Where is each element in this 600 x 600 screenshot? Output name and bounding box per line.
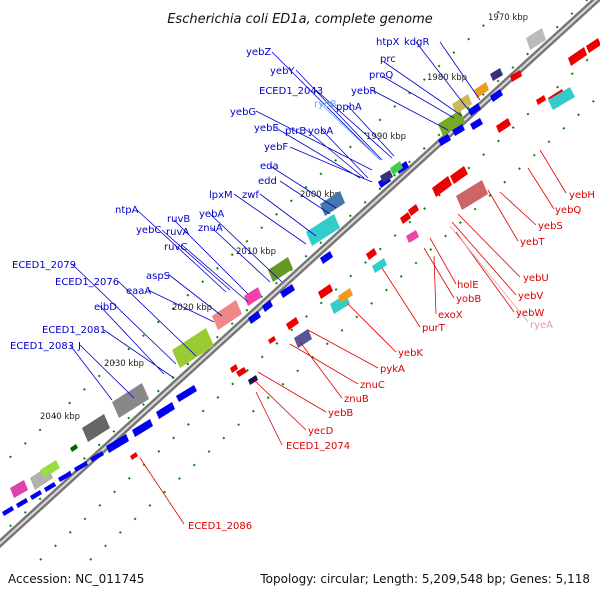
- gene-label[interactable]: ECED1_2043: [259, 86, 323, 97]
- gene-label[interactable]: ECED1_2083: [10, 341, 74, 352]
- cds-blocks: [10, 28, 575, 498]
- gene-label[interactable]: yebG: [230, 107, 256, 118]
- gene-label[interactable]: J: [77, 341, 81, 352]
- gene-label[interactable]: eda: [260, 161, 279, 172]
- gene-label[interactable]: yobB: [456, 294, 481, 305]
- gene-label[interactable]: eaaA: [126, 286, 151, 297]
- gene-label[interactable]: ruvC: [164, 242, 187, 253]
- gene-label[interactable]: yobA: [308, 126, 333, 137]
- gene-label[interactable]: ECED1_2086: [188, 521, 252, 532]
- gene-label[interactable]: lpxM: [209, 190, 233, 201]
- reverse-gene-labels: yebH yebQ yebS yebT yebU yebV yebW ryeA …: [188, 190, 595, 532]
- gene-label[interactable]: yebZ: [246, 47, 271, 58]
- kbp-label: 2020 kbp: [172, 303, 212, 313]
- gene-label[interactable]: znuC: [360, 380, 385, 391]
- genome-backbone: [0, 0, 600, 549]
- gene-label[interactable]: yebE: [254, 123, 279, 134]
- gene-label[interactable]: znuB: [344, 394, 369, 405]
- gene-label[interactable]: yebA: [199, 209, 224, 220]
- gene-label[interactable]: ECED1_2076: [55, 277, 119, 288]
- gene-label[interactable]: yebK: [398, 348, 423, 359]
- genome-summary-text: Topology: circular; Length: 5,209,548 bp…: [260, 572, 590, 586]
- gene-label[interactable]: aspS: [146, 271, 170, 282]
- tick-tracks: [0, 0, 600, 561]
- gene-label[interactable]: edd: [258, 176, 277, 187]
- gene-label[interactable]: holE: [457, 280, 479, 291]
- gene-label[interactable]: yebF: [264, 142, 288, 153]
- gene-label[interactable]: proQ: [369, 70, 393, 81]
- label-leaders: [69, 41, 567, 525]
- forward-strand-genes: [2, 89, 503, 516]
- gene-label[interactable]: prc: [380, 54, 396, 65]
- gene-label[interactable]: yebU: [523, 273, 549, 284]
- gene-label[interactable]: yebS: [538, 221, 563, 232]
- gene-label[interactable]: zwf: [242, 190, 259, 201]
- gene-label[interactable]: ryeA: [530, 320, 553, 331]
- gene-label[interactable]: yebY: [270, 66, 295, 77]
- gene-label[interactable]: purT: [422, 323, 446, 334]
- kbp-label: 2030 kbp: [104, 359, 144, 369]
- gene-label[interactable]: ECED1_2074: [286, 441, 350, 452]
- kbp-label: 2040 kbp: [40, 412, 80, 422]
- gene-label[interactable]: ECED1_2079: [12, 260, 76, 271]
- gene-label[interactable]: pphA: [336, 102, 362, 113]
- gene-label[interactable]: yebH: [569, 190, 595, 201]
- gene-label[interactable]: eibD: [94, 302, 117, 313]
- gene-label[interactable]: exoX: [438, 310, 463, 321]
- gene-label[interactable]: rye8: [314, 99, 337, 110]
- kbp-label: 2000 kbp: [300, 190, 340, 200]
- gene-label[interactable]: kdgR: [404, 37, 429, 48]
- forward-gene-labels: htpX kdgR yebZ yebY prc proQ ECED1_2043 …: [10, 37, 429, 352]
- map-title: Escherichia coli ED1a, complete genome: [167, 12, 433, 27]
- gene-label[interactable]: ruvA: [166, 227, 189, 238]
- gene-label[interactable]: yebW: [516, 308, 544, 319]
- gene-label[interactable]: ECED1_2081: [42, 325, 106, 336]
- gene-label[interactable]: yebB: [328, 408, 353, 419]
- reverse-strand-genes: [130, 38, 600, 460]
- gene-label[interactable]: yebQ: [555, 205, 581, 216]
- gene-label[interactable]: znuA: [198, 223, 223, 234]
- gene-label[interactable]: ntpA: [115, 205, 139, 216]
- gene-label[interactable]: ruvB: [167, 214, 190, 225]
- gene-label[interactable]: yebV: [518, 291, 543, 302]
- kbp-label: 1980 kbp: [427, 73, 467, 83]
- kbp-label: 2010 kbp: [236, 247, 276, 257]
- gene-label[interactable]: yebR: [351, 86, 376, 97]
- gene-label[interactable]: ptrB: [285, 126, 306, 137]
- gene-label[interactable]: yebT: [520, 237, 545, 248]
- gene-label[interactable]: pykA: [380, 364, 405, 375]
- kbp-label: 1970 kbp: [488, 13, 528, 23]
- gene-label[interactable]: yecD: [308, 426, 334, 437]
- gene-label[interactable]: htpX: [376, 37, 400, 48]
- gene-label[interactable]: yebC: [136, 225, 161, 236]
- kbp-ticks: 1970 kbp 1980 kbp 1990 kbp 2000 kbp 2010…: [40, 13, 528, 422]
- kbp-label: 1990 kbp: [366, 132, 406, 142]
- accession-text: Accession: NC_011745: [8, 572, 145, 586]
